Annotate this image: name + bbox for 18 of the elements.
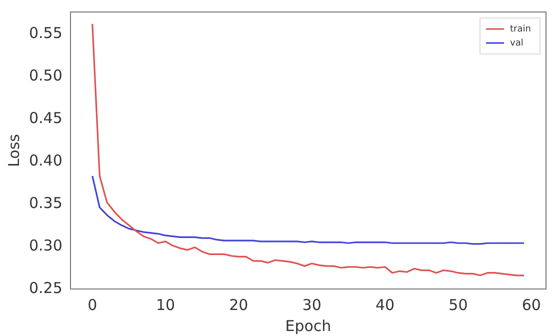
x-tick-label: 10	[156, 296, 176, 314]
x-tick-label: 50	[448, 296, 468, 314]
y-tick-label: 0.40	[28, 151, 62, 170]
y-tick-label: 0.25	[28, 278, 62, 297]
x-tick-label: 20	[229, 296, 248, 314]
y-tick-label: 0.30	[28, 236, 62, 254]
y-axis-title: Loss	[4, 134, 23, 167]
x-tick-label: 40	[375, 296, 395, 314]
x-axis-title: Epoch	[285, 316, 332, 335]
y-tick-label: 0.45	[28, 108, 62, 127]
legend-label: val	[510, 38, 524, 48]
x-tick-label: 30	[302, 296, 322, 314]
x-tick-label: 60	[522, 296, 541, 314]
y-tick-label: 0.55	[28, 24, 62, 42]
x-tick-label: 0	[88, 296, 98, 314]
y-tick-label: 0.50	[28, 66, 62, 84]
y-tick-label: 0.35	[28, 194, 62, 212]
legend-label: train	[510, 24, 531, 34]
